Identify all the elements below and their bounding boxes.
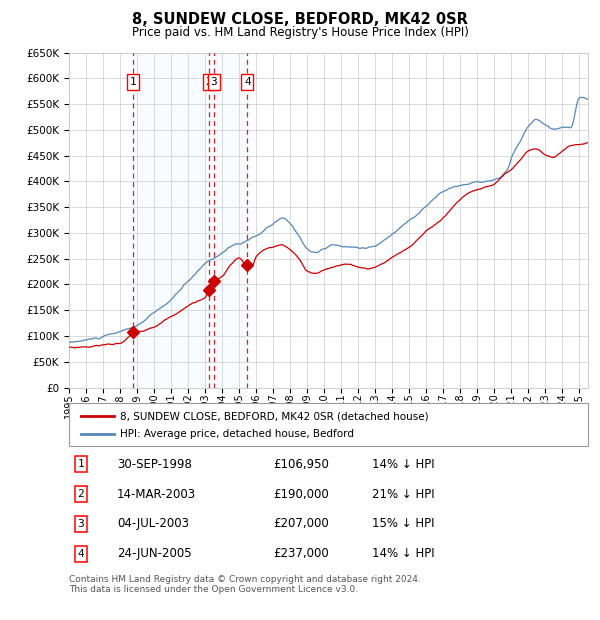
Text: 1: 1	[77, 459, 85, 469]
Text: 4: 4	[244, 77, 251, 87]
Text: Price paid vs. HM Land Registry's House Price Index (HPI): Price paid vs. HM Land Registry's House …	[131, 26, 469, 39]
Text: HPI: Average price, detached house, Bedford: HPI: Average price, detached house, Bedf…	[120, 429, 354, 439]
Text: 14-MAR-2003: 14-MAR-2003	[117, 488, 196, 500]
Text: Contains HM Land Registry data © Crown copyright and database right 2024.
This d: Contains HM Land Registry data © Crown c…	[69, 575, 421, 594]
Text: 04-JUL-2003: 04-JUL-2003	[117, 518, 189, 530]
Line: 8, SUNDEW CLOSE, BEDFORD, MK42 0SR (detached house): 8, SUNDEW CLOSE, BEDFORD, MK42 0SR (deta…	[69, 143, 588, 348]
Text: 4: 4	[77, 549, 85, 559]
Bar	[133, 53, 247, 388]
8, SUNDEW CLOSE, BEDFORD, MK42 0SR (detached house)	[421, 229, 428, 236]
8, SUNDEW CLOSE, BEDFORD, MK42 0SR (detached house)	[318, 267, 325, 275]
Text: 14% ↓ HPI: 14% ↓ HPI	[372, 458, 434, 471]
8, SUNDEW CLOSE, BEDFORD, MK42 0SR (detached house)	[92, 342, 100, 349]
Text: £106,950: £106,950	[273, 458, 329, 471]
8, SUNDEW CLOSE, BEDFORD, MK42 0SR (detached house)	[65, 343, 73, 351]
Text: 8, SUNDEW CLOSE, BEDFORD, MK42 0SR (detached house): 8, SUNDEW CLOSE, BEDFORD, MK42 0SR (deta…	[120, 411, 428, 421]
HPI: Average price, detached house, Bedford: (2.01e+03, 2.68e+05): Average price, detached house, Bedford: …	[318, 246, 325, 254]
Text: £190,000: £190,000	[273, 488, 329, 500]
8, SUNDEW CLOSE, BEDFORD, MK42 0SR (detached house)	[570, 141, 577, 149]
Text: £237,000: £237,000	[273, 547, 329, 560]
Text: 1: 1	[130, 77, 136, 87]
Text: 21% ↓ HPI: 21% ↓ HPI	[372, 488, 434, 500]
Text: 8, SUNDEW CLOSE, BEDFORD, MK42 0SR: 8, SUNDEW CLOSE, BEDFORD, MK42 0SR	[132, 12, 468, 27]
HPI: Average price, detached house, Bedford: (2e+03, 8.8e+04): Average price, detached house, Bedford: …	[65, 339, 73, 346]
Text: 24-JUN-2005: 24-JUN-2005	[117, 547, 191, 560]
Text: 30-SEP-1998: 30-SEP-1998	[117, 458, 192, 471]
8, SUNDEW CLOSE, BEDFORD, MK42 0SR (detached house)	[452, 200, 460, 207]
8, SUNDEW CLOSE, BEDFORD, MK42 0SR (detached house)	[71, 344, 78, 352]
Text: 3: 3	[77, 519, 85, 529]
HPI: Average price, detached house, Bedford: (2.03e+03, 5.59e+05): Average price, detached house, Bedford: …	[584, 95, 592, 103]
Text: 14% ↓ HPI: 14% ↓ HPI	[372, 547, 434, 560]
Text: 15% ↓ HPI: 15% ↓ HPI	[372, 518, 434, 530]
8, SUNDEW CLOSE, BEDFORD, MK42 0SR (detached house)	[84, 343, 91, 351]
Text: £207,000: £207,000	[273, 518, 329, 530]
Text: 3: 3	[211, 77, 217, 87]
HPI: Average price, detached house, Bedford: (2.02e+03, 3.9e+05): Average price, detached house, Bedford: …	[452, 183, 460, 190]
Text: 2: 2	[205, 77, 212, 87]
Text: 2: 2	[77, 489, 85, 499]
Line: HPI: Average price, detached house, Bedford: HPI: Average price, detached house, Bedf…	[69, 97, 588, 342]
HPI: Average price, detached house, Bedford: (2e+03, 9.31e+04): Average price, detached house, Bedford: …	[84, 336, 91, 343]
HPI: Average price, detached house, Bedford: (2e+03, 9.61e+04): Average price, detached house, Bedford: …	[92, 334, 100, 342]
8, SUNDEW CLOSE, BEDFORD, MK42 0SR (detached house)	[584, 139, 592, 146]
HPI: Average price, detached house, Bedford: (2e+03, 8.79e+04): Average price, detached house, Bedford: …	[68, 339, 76, 346]
HPI: Average price, detached house, Bedford: (2.03e+03, 5.64e+05): Average price, detached house, Bedford: …	[579, 94, 586, 101]
HPI: Average price, detached house, Bedford: (2.02e+03, 5.21e+05): Average price, detached house, Bedford: …	[570, 116, 577, 123]
HPI: Average price, detached house, Bedford: (2.02e+03, 3.5e+05): Average price, detached house, Bedford: …	[421, 203, 428, 211]
